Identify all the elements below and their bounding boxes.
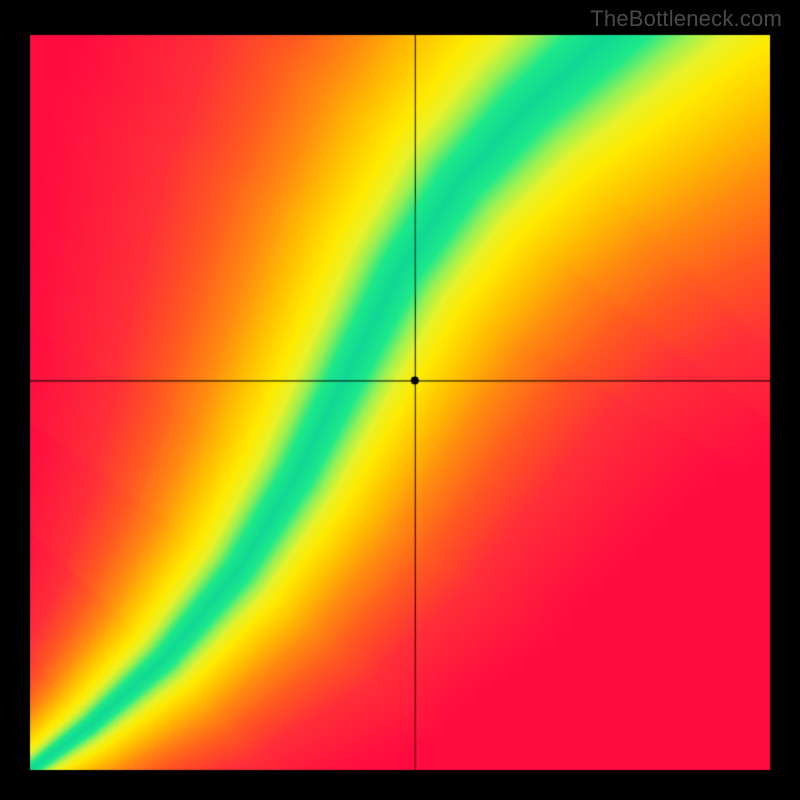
chart-container: TheBottleneck.com [0,0,800,800]
watermark-text: TheBottleneck.com [590,6,782,32]
bottleneck-heatmap [0,0,800,800]
